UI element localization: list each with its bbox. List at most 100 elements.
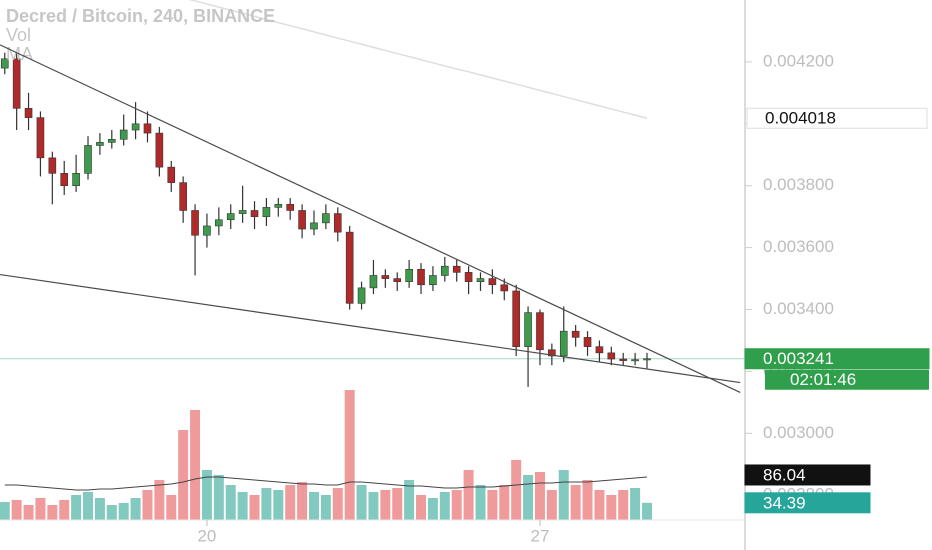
candle-body <box>262 207 271 217</box>
volume-bar <box>213 475 224 520</box>
volume-bar <box>427 498 438 520</box>
volume-bar <box>487 490 498 520</box>
volume-bar <box>178 430 189 520</box>
volume-bar <box>320 495 331 520</box>
chart-title: Decred / Bitcoin, 240, BINANCE <box>6 6 275 26</box>
candle-body <box>393 278 402 282</box>
y-tick-label: 0.003400 <box>763 299 834 318</box>
indicator-label: Vol <box>6 25 31 45</box>
candle-body <box>298 210 306 230</box>
plot-area <box>0 0 745 520</box>
volume-bar <box>249 495 260 520</box>
candle-body <box>84 145 92 174</box>
volume-bar <box>499 485 510 520</box>
volume-bar <box>641 502 652 520</box>
candle-body <box>441 265 449 276</box>
candle-body <box>583 337 592 347</box>
candle-body <box>12 58 21 109</box>
volume-bar <box>606 495 617 520</box>
volume-ma-badge: 86.04 <box>763 465 806 484</box>
candle-body <box>48 157 57 174</box>
candle-body <box>36 117 45 159</box>
volume-bar <box>201 470 212 520</box>
candle-body <box>286 203 294 211</box>
candle-body <box>512 290 520 347</box>
candle-body <box>238 210 247 214</box>
candle-body <box>619 358 628 361</box>
candle-body <box>464 272 473 282</box>
candle-body <box>452 265 461 273</box>
volume-bar <box>71 495 82 520</box>
volume-bar <box>130 498 141 520</box>
volume-badge-bg <box>744 492 871 514</box>
candle-body <box>571 330 580 338</box>
candle-body <box>107 138 116 143</box>
volume-ma-badge-bg <box>744 464 871 486</box>
countdown-bg <box>765 369 929 390</box>
volume-bar <box>237 492 248 520</box>
candle-body <box>143 123 152 134</box>
candle-body <box>607 352 616 360</box>
volume-bar <box>47 505 58 520</box>
candle-body <box>345 231 354 304</box>
volume-bar <box>546 490 557 520</box>
candle-body <box>226 213 235 221</box>
candle-body <box>476 278 485 282</box>
candle-body <box>417 268 425 286</box>
y-tick-label: 0.004200 <box>763 51 834 70</box>
volume-bar <box>35 498 46 520</box>
y-tick-label: 0.003600 <box>763 237 834 256</box>
volume-bar <box>118 503 129 520</box>
candle-body <box>24 108 33 118</box>
volume-bar <box>106 505 117 520</box>
candle-body <box>429 275 437 286</box>
volume-bar <box>558 470 569 520</box>
volume-bar <box>523 475 534 520</box>
candle-body <box>322 213 330 224</box>
candle-body <box>203 225 211 236</box>
volume-bar <box>582 480 593 520</box>
volume-bar <box>344 390 355 520</box>
candle-body <box>488 278 497 286</box>
volume-bar <box>94 498 105 520</box>
volume-bar <box>225 485 236 520</box>
volume-bar <box>463 470 474 520</box>
volume-bar <box>83 492 94 520</box>
volume-ma-line <box>4 476 648 491</box>
candle-body <box>369 275 378 289</box>
volume-bar <box>380 490 391 520</box>
candle-body <box>631 359 639 362</box>
candle-body <box>405 268 413 282</box>
countdown: 02:01:46 <box>790 370 856 389</box>
volume-bar <box>59 500 70 520</box>
candle-body <box>96 142 104 146</box>
volume-bar <box>392 488 403 520</box>
volume-bar <box>285 485 296 520</box>
volume-bar <box>0 502 10 520</box>
candle-body <box>595 346 604 354</box>
volume-bar <box>416 495 427 520</box>
candle-body <box>167 166 176 183</box>
volume-bar <box>451 490 462 520</box>
volume-bar <box>154 480 165 520</box>
volume-bar <box>261 488 272 520</box>
volume-bar <box>166 495 177 520</box>
candle-body <box>215 219 223 227</box>
candle-body <box>119 129 128 140</box>
volume-bar <box>297 482 308 520</box>
candle-body <box>250 210 259 217</box>
candle-body <box>274 203 283 208</box>
volume-bar <box>618 490 629 520</box>
candle-body <box>381 275 390 279</box>
candle-body <box>179 182 187 211</box>
trendline <box>0 273 741 384</box>
candle-body <box>500 284 509 292</box>
price-badge-bg <box>744 348 930 370</box>
candle-body <box>559 330 568 357</box>
candle-body <box>72 173 80 187</box>
candle-body <box>191 210 199 236</box>
candle-body <box>548 349 556 357</box>
x-tick-label: 27 <box>530 526 549 545</box>
ma-badge-bg <box>746 107 928 129</box>
